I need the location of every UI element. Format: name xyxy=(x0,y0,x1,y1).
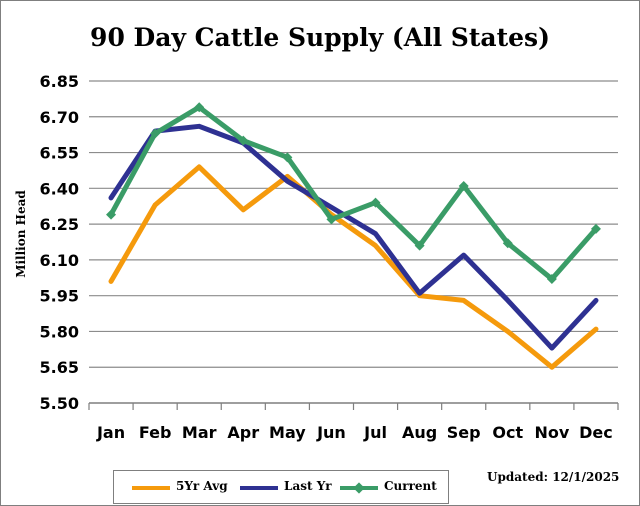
series-line-current xyxy=(108,104,599,282)
x-tick-label: Dec xyxy=(579,423,613,442)
updated-date: Updated: 12/1/2025 xyxy=(487,470,620,484)
x-tick-label: Sep xyxy=(447,423,481,442)
point-current xyxy=(370,197,381,208)
series-line-last-yr xyxy=(108,123,599,351)
point-current xyxy=(458,180,469,191)
legend-label-current: Current xyxy=(384,479,437,493)
y-tick-label: 6.25 xyxy=(40,215,79,234)
point-current xyxy=(326,214,337,225)
legend: 5Yr Avg Last Yr Current xyxy=(113,470,449,504)
point-current xyxy=(150,128,161,139)
point-current xyxy=(194,102,205,113)
point-current xyxy=(106,209,117,220)
y-tick-label: 6.40 xyxy=(40,179,79,198)
y-tick-label: 5.80 xyxy=(40,322,79,341)
y-tick-label: 6.10 xyxy=(40,251,79,270)
chart-title: 90 Day Cattle Supply (All States) xyxy=(90,23,550,52)
x-tick-label: Jun xyxy=(316,423,346,442)
legend-label-last-yr: Last Yr xyxy=(284,479,332,493)
y-tick-label: 6.70 xyxy=(40,108,79,127)
legend-swatch-last-yr xyxy=(240,486,278,490)
x-tick-label: Aug xyxy=(402,423,437,442)
x-tick-label: Mar xyxy=(182,423,217,442)
legend-swatch-5yr-avg xyxy=(132,486,170,490)
y-tick-label: 5.95 xyxy=(40,287,79,306)
y-tick-label: 6.55 xyxy=(40,144,79,163)
point-current xyxy=(546,273,557,284)
y-tick-label: 6.85 xyxy=(40,72,79,91)
point-current xyxy=(282,152,293,163)
x-tick-label: Apr xyxy=(227,423,259,442)
point-current xyxy=(414,240,425,251)
x-tick-label: Jul xyxy=(363,423,387,442)
x-tick-label: Oct xyxy=(492,423,523,442)
x-tick-label: Jan xyxy=(96,423,125,442)
y-tick-label: 5.65 xyxy=(40,358,79,377)
legend-label-5yr-avg: 5Yr Avg xyxy=(176,479,228,493)
point-current xyxy=(238,135,249,146)
point-current xyxy=(502,238,513,249)
x-tick-label: Feb xyxy=(139,423,172,442)
series-line-5yr-avg xyxy=(108,164,599,370)
y-tick-label: 5.50 xyxy=(40,394,79,413)
x-tick-label: Nov xyxy=(534,423,569,442)
x-tick-label: May xyxy=(269,423,306,442)
legend-marker-current xyxy=(353,482,365,494)
point-current xyxy=(590,223,601,234)
